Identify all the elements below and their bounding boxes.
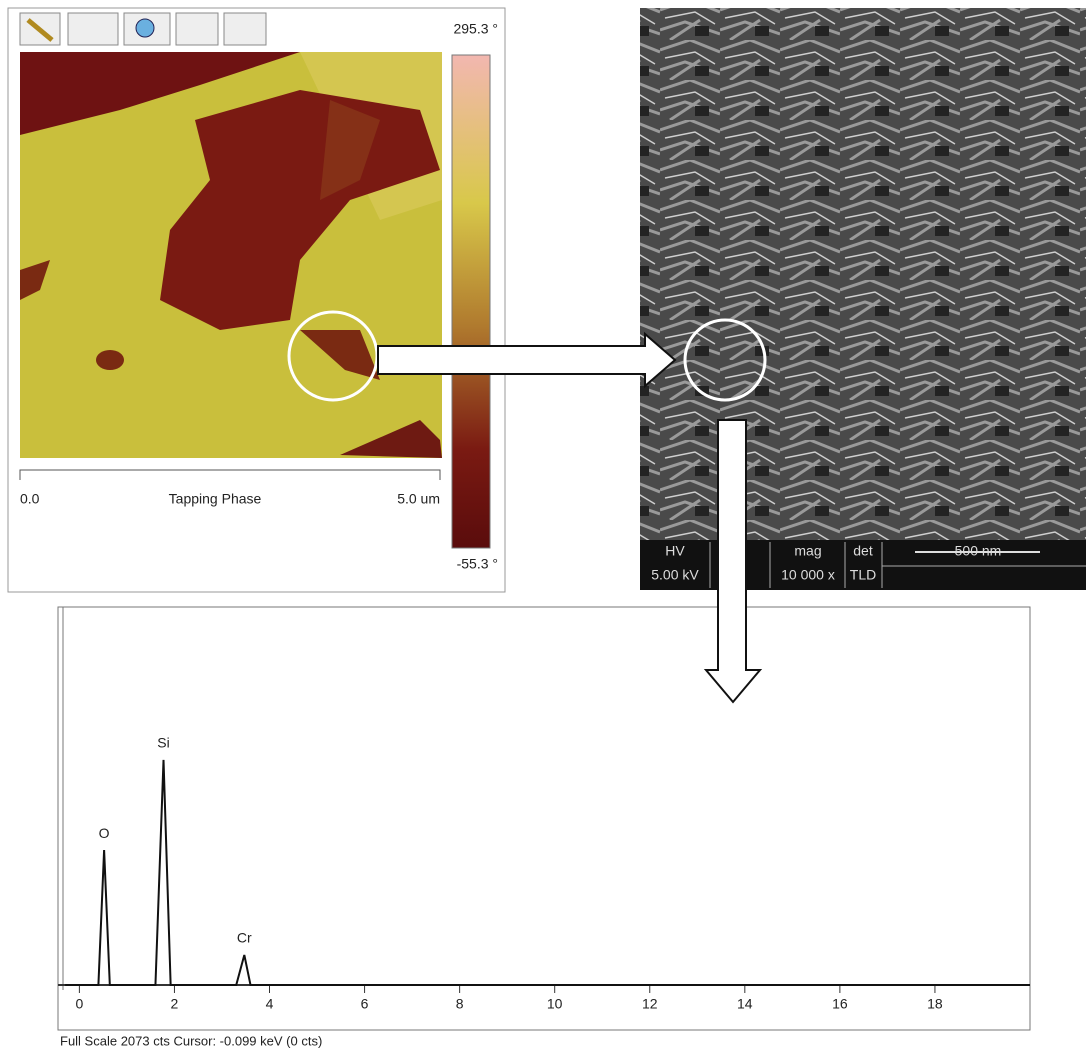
scale-bar: 500 nm: [955, 543, 1002, 559]
x-tick-label: 2: [171, 996, 179, 1012]
x-tick-label: 4: [266, 996, 274, 1012]
peak-label: Cr: [237, 930, 252, 946]
tool-icon: [136, 19, 154, 37]
tool-button[interactable]: [224, 13, 266, 45]
x-tick-label: 6: [361, 996, 369, 1012]
figure: 295.3 ° -55.3 ° 0.0 Tapping Phase 5.0 um…: [0, 0, 1086, 1052]
afm-image: [20, 52, 442, 458]
x-tick-label: 14: [737, 996, 753, 1012]
color-bar: [452, 55, 490, 548]
sem-panel: HV 5.00 kV mag 10 000 x det TLD 500 nm: [640, 8, 1086, 590]
x-tick-label: 18: [927, 996, 943, 1012]
scale-max: 295.3 °: [453, 21, 498, 37]
sem-image: [640, 8, 1086, 540]
spectrum-frame: [58, 607, 1030, 1030]
axis-title: Tapping Phase: [169, 491, 262, 507]
x-tick-label: 10: [547, 996, 563, 1012]
det-label: det: [853, 543, 873, 559]
scale-min: -55.3 °: [457, 556, 498, 572]
mag-label: mag: [794, 543, 821, 559]
spectrum-footer: Full Scale 2073 cts Cursor: -0.099 keV (…: [60, 1033, 322, 1048]
peak-label: O: [99, 825, 110, 841]
mag-value: 10 000 x: [781, 567, 835, 583]
hv-value: 5.00 kV: [651, 567, 699, 583]
axis-end: 5.0 um: [397, 491, 440, 507]
x-tick-label: 8: [456, 996, 464, 1012]
peak-label: Si: [157, 735, 169, 751]
toolbar: [20, 13, 266, 45]
afm-panel: 295.3 ° -55.3 ° 0.0 Tapping Phase 5.0 um: [8, 8, 505, 592]
x-tick-label: 16: [832, 996, 848, 1012]
x-tick-label: 12: [642, 996, 658, 1012]
axis-start: 0.0: [20, 491, 40, 507]
tool-button[interactable]: [176, 13, 218, 45]
tool-button[interactable]: [68, 13, 118, 45]
hv-label: HV: [665, 543, 685, 559]
det-value: TLD: [850, 567, 876, 583]
x-tick-label: 0: [75, 996, 83, 1012]
